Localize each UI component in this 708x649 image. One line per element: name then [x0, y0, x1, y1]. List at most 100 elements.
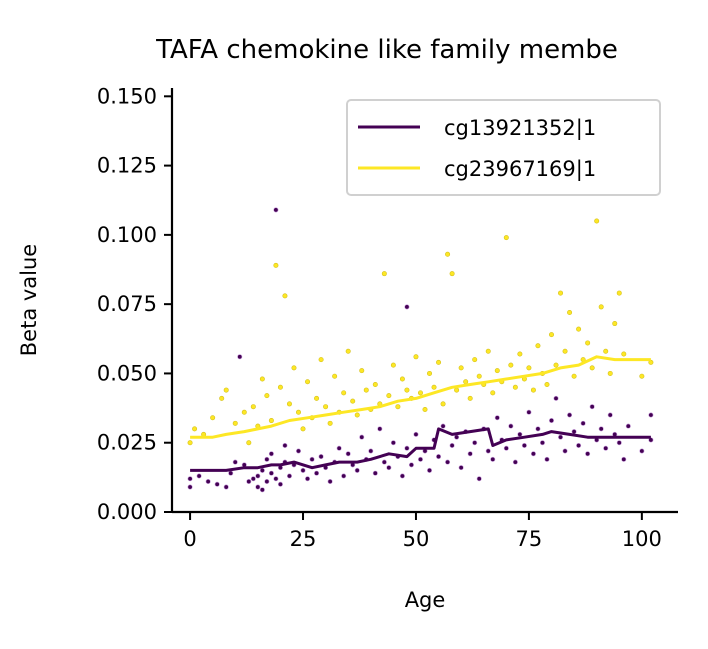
- data-point-series-2: [314, 395, 320, 401]
- y-tick-label: 0.025: [97, 431, 157, 455]
- data-point-series-2: [454, 387, 460, 393]
- x-tick-label: 0: [183, 527, 196, 551]
- data-point-series-2: [639, 373, 645, 379]
- data-point-series-1: [625, 423, 631, 429]
- data-point-series-2: [463, 379, 469, 385]
- data-point-series-2: [553, 362, 559, 368]
- y-tick-label: 0.150: [97, 84, 157, 108]
- data-point-series-1: [648, 412, 654, 418]
- data-point-series-1: [490, 456, 496, 462]
- y-axis-label: Beta value: [17, 244, 41, 356]
- data-point-series-1: [264, 456, 270, 462]
- data-point-series-1: [390, 440, 396, 446]
- data-point-series-2: [291, 365, 297, 371]
- data-point-series-2: [187, 440, 193, 446]
- x-ticks: 0 25 50 75 100: [183, 512, 662, 551]
- data-point-series-2: [345, 348, 351, 354]
- data-point-series-1: [639, 448, 645, 454]
- data-point-series-1: [535, 426, 541, 432]
- data-point-series-2: [472, 357, 478, 363]
- data-point-series-1: [494, 415, 500, 421]
- data-point-series-1: [503, 445, 509, 451]
- data-point-series-2: [318, 357, 324, 363]
- data-point-series-2: [535, 343, 541, 349]
- data-point-series-1: [571, 429, 577, 435]
- legend-label-series-1: cg13921352|1: [444, 116, 596, 141]
- data-point-series-1: [300, 467, 306, 473]
- data-point-series-2: [417, 390, 423, 396]
- data-point-series-2: [436, 359, 442, 365]
- data-point-series-1: [607, 412, 613, 418]
- data-point-series-1: [521, 442, 527, 448]
- data-point-series-2: [594, 218, 600, 224]
- data-point-series-2: [544, 382, 550, 388]
- data-point-series-1: [250, 476, 256, 482]
- data-point-series-1: [526, 409, 532, 415]
- data-point-series-2: [467, 395, 473, 401]
- y-tick-label: 0.075: [97, 292, 157, 316]
- data-point-series-2: [621, 351, 627, 357]
- data-point-series-2: [530, 387, 536, 393]
- data-point-series-2: [268, 418, 274, 424]
- data-point-series-2: [589, 365, 595, 371]
- data-point-series-1: [399, 473, 405, 479]
- data-point-series-2: [503, 235, 509, 241]
- y-ticks: 0.000 0.025 0.050 0.075 0.100 0.125 0.150: [97, 84, 172, 524]
- data-point-series-2: [445, 251, 451, 257]
- data-point-series-2: [571, 373, 577, 379]
- data-point-series-1: [576, 442, 582, 448]
- data-point-series-1: [273, 476, 279, 482]
- data-point-series-1: [458, 465, 464, 471]
- data-point-series-1: [436, 454, 442, 460]
- data-point-series-2: [341, 390, 347, 396]
- data-point-series-1: [558, 434, 564, 440]
- legend-frame: [346, 99, 661, 196]
- data-point-series-1: [472, 440, 478, 446]
- data-point-series-1: [336, 445, 342, 451]
- data-point-series-1: [467, 451, 473, 457]
- data-point-series-1: [295, 448, 301, 454]
- data-point-series-2: [395, 404, 401, 410]
- data-point-series-2: [517, 351, 523, 357]
- data-point-series-2: [386, 393, 392, 399]
- data-point-series-2: [440, 401, 446, 407]
- data-point-series-2: [390, 362, 396, 368]
- data-point-series-1: [359, 434, 365, 440]
- data-point-series-1: [567, 412, 573, 418]
- data-point-series-1: [314, 470, 320, 476]
- data-point-series-1: [440, 423, 446, 429]
- data-point-series-1: [246, 479, 252, 485]
- data-point-series-2: [567, 309, 573, 315]
- data-point-series-1: [264, 479, 270, 485]
- data-point-series-1: [214, 481, 220, 487]
- data-point-series-2: [295, 409, 301, 415]
- data-point-series-1: [413, 431, 419, 437]
- data-point-series-1: [517, 431, 523, 437]
- x-tick-label: 100: [622, 527, 662, 551]
- data-point-series-2: [598, 304, 604, 310]
- data-point-series-1: [530, 451, 536, 457]
- data-point-series-1: [277, 481, 283, 487]
- data-point-series-2: [381, 271, 387, 277]
- data-point-series-2: [305, 379, 311, 385]
- data-point-series-1: [539, 440, 545, 446]
- y-tick-label: 0.000: [97, 500, 157, 524]
- data-point-series-2: [476, 373, 482, 379]
- data-point-series-2: [323, 404, 329, 410]
- data-point-series-1: [427, 467, 433, 473]
- data-point-series-2: [607, 370, 613, 376]
- data-point-series-2: [404, 387, 410, 393]
- data-point-series-2: [485, 348, 491, 354]
- data-point-series-2: [359, 368, 365, 374]
- legend-label-series-2: cg23967169|1: [444, 157, 596, 182]
- data-point-series-2: [431, 384, 437, 390]
- data-point-series-1: [282, 442, 288, 448]
- data-point-series-1: [286, 473, 292, 479]
- data-point-series-2: [372, 382, 378, 388]
- data-point-series-1: [345, 451, 351, 457]
- data-point-series-2: [512, 384, 518, 390]
- y-tick-label: 0.050: [97, 361, 157, 385]
- legend: cg13921352|1 cg23967169|1: [346, 99, 661, 196]
- data-point-series-1: [255, 473, 261, 479]
